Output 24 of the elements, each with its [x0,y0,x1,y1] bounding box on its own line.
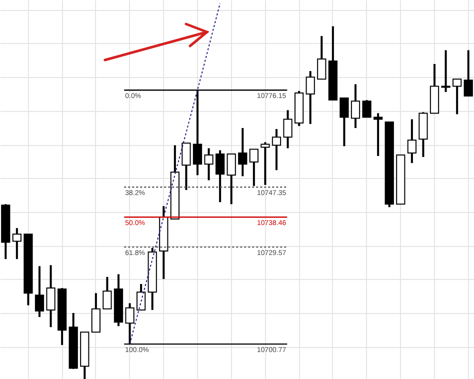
candlestick [374,112,383,157]
candlestick [182,142,191,192]
candlestick [283,109,292,150]
candlestick [226,152,236,206]
candlestick [340,97,349,148]
candlestick [306,70,315,125]
candlestick [12,227,22,260]
candlestick [46,264,56,328]
candlestick [441,49,450,93]
candlestick [452,78,462,116]
candlestick [238,127,248,178]
candlestick [350,83,360,130]
candlestick [102,276,112,310]
candlestick [34,265,44,318]
candlestick [204,147,214,182]
candlestick [362,99,372,118]
candlestick [249,148,258,187]
candlestick [272,128,282,172]
candlestick [260,141,270,186]
candlestick [317,35,326,80]
candlestick [91,292,100,334]
candlestick [216,149,225,204]
candlestick [407,118,416,164]
candlestick [464,49,473,98]
